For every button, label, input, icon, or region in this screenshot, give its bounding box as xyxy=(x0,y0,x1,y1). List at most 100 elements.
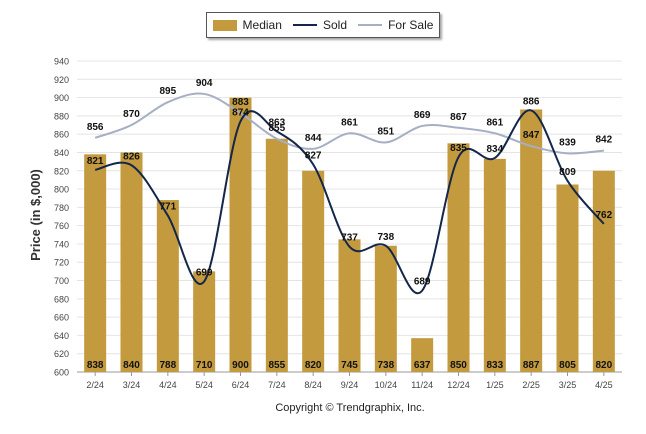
legend-item-median: Median xyxy=(212,18,282,32)
x-tick-label: 9/24 xyxy=(341,380,359,390)
legend-label-for-sale: For Sale xyxy=(388,18,434,32)
y-axis-ticks: 600 620 640 660 680 700 720 740 760 780 800 820 840 8… xyxy=(54,57,69,378)
line-for-sale xyxy=(94,92,604,155)
bar-median-10-24 xyxy=(374,245,397,372)
data-label-sold: 886 xyxy=(523,96,540,107)
legend-swatch-sold xyxy=(292,24,317,26)
data-label-median: 820 xyxy=(305,360,322,371)
legend-item-for-sale: For Sale xyxy=(358,18,433,32)
data-label-for-sale: 895 xyxy=(159,86,176,97)
data-label-for-sale: 842 xyxy=(595,135,612,146)
data-labels: 838 840 788 710 900 855 820 745 738 637 850 833 887 8… xyxy=(87,78,613,371)
data-label-median: 637 xyxy=(414,360,431,371)
legend-swatch-for-sale xyxy=(358,24,383,26)
data-label-for-sale: 855 xyxy=(268,123,285,134)
legend-swatch-median xyxy=(212,19,237,31)
y-tick-label: 940 xyxy=(54,57,69,67)
y-tick-label: 640 xyxy=(54,331,69,341)
data-label-for-sale: 856 xyxy=(87,122,104,133)
data-label-sold: 762 xyxy=(595,210,612,221)
bar-median-7-24 xyxy=(265,138,288,372)
y-tick-label: 740 xyxy=(54,239,69,249)
y-tick-label: 680 xyxy=(54,294,69,304)
y-tick-label: 900 xyxy=(54,93,69,103)
data-label-median: 850 xyxy=(450,360,467,371)
data-label-sold: 834 xyxy=(486,144,503,155)
bar-median-1-25 xyxy=(483,158,506,372)
x-axis-ticks: 2/24 3/24 4/24 5/24 6/24 7/24 8/24 9/24 10/24 11/… xyxy=(86,372,613,390)
data-label-median: 855 xyxy=(268,360,285,371)
data-label-sold: 827 xyxy=(305,150,322,161)
data-label-for-sale: 861 xyxy=(486,117,503,128)
data-label-median: 738 xyxy=(377,360,394,371)
data-label-median: 788 xyxy=(159,360,176,371)
data-label-median: 887 xyxy=(523,360,540,371)
data-label-median: 805 xyxy=(559,360,576,371)
x-tick-label: 6/24 xyxy=(232,380,250,390)
data-label-sold: 863 xyxy=(268,117,285,128)
data-label-for-sale: 867 xyxy=(450,112,467,123)
data-label-median: 838 xyxy=(87,360,104,371)
data-label-for-sale: 851 xyxy=(377,126,394,137)
median-bars xyxy=(84,97,615,373)
bar-median-5-24 xyxy=(193,271,216,372)
legend-label-median: Median xyxy=(242,18,282,32)
bar-median-3-25 xyxy=(556,184,579,372)
y-tick-label: 840 xyxy=(54,148,69,158)
data-label-sold: 737 xyxy=(341,233,358,244)
data-label-sold: 874 xyxy=(232,107,249,118)
data-label-for-sale: 883 xyxy=(232,97,249,108)
data-label-sold: 738 xyxy=(377,232,394,243)
x-tick-label: 4/25 xyxy=(595,380,613,390)
x-tick-label: 5/24 xyxy=(195,380,213,390)
x-tick-label: 2/24 xyxy=(86,380,104,390)
y-axis-label: Price (in $,000) xyxy=(28,169,43,261)
data-label-for-sale: 839 xyxy=(559,137,576,148)
x-tick-label: 11/24 xyxy=(411,380,433,390)
data-label-median: 710 xyxy=(196,360,213,371)
data-label-median: 900 xyxy=(232,360,249,371)
data-label-sold: 689 xyxy=(414,277,431,288)
bar-median-9-24 xyxy=(338,239,361,372)
data-label-for-sale: 869 xyxy=(414,110,431,121)
y-tick-label: 780 xyxy=(54,203,69,213)
bar-median-12-24 xyxy=(447,143,470,372)
copyright-text: Copyright © Trendgraphix, Inc. xyxy=(275,402,425,414)
data-label-for-sale: 904 xyxy=(196,78,213,89)
x-tick-label: 7/24 xyxy=(268,380,286,390)
data-label-median: 820 xyxy=(595,360,612,371)
y-tick-label: 880 xyxy=(54,111,69,121)
legend-label-sold: Sold xyxy=(322,18,347,32)
data-label-sold: 835 xyxy=(450,143,467,154)
y-tick-label: 760 xyxy=(54,221,69,231)
data-label-sold: 821 xyxy=(87,156,104,167)
x-tick-label: 2/25 xyxy=(522,380,540,390)
y-tick-label: 860 xyxy=(54,130,69,140)
bar-median-2-25 xyxy=(520,109,543,373)
y-tick-label: 920 xyxy=(54,75,69,85)
data-label-median: 745 xyxy=(341,360,358,371)
legend: Median Sold For Sale xyxy=(206,12,440,38)
data-label-for-sale: 847 xyxy=(523,130,540,141)
data-label-sold: 826 xyxy=(123,151,140,162)
x-tick-label: 3/25 xyxy=(559,380,577,390)
y-tick-label: 800 xyxy=(54,185,69,195)
data-label-median: 840 xyxy=(123,360,140,371)
bar-median-8-24 xyxy=(302,170,325,372)
bar-median-6-24 xyxy=(229,97,252,373)
data-label-for-sale: 870 xyxy=(123,109,140,120)
data-label-for-sale: 844 xyxy=(305,133,322,144)
series-lines xyxy=(94,92,605,295)
x-tick-label: 4/24 xyxy=(159,380,177,390)
x-tick-label: 1/25 xyxy=(486,380,504,390)
data-label-sold: 771 xyxy=(159,202,176,213)
y-tick-label: 820 xyxy=(54,166,69,176)
data-label-median: 833 xyxy=(486,360,503,371)
x-tick-label: 12/24 xyxy=(447,380,470,390)
line-sold xyxy=(94,109,605,295)
bar-median-3-24 xyxy=(120,152,143,372)
y-tick-label: 600 xyxy=(54,368,69,378)
y-tick-label: 700 xyxy=(54,276,69,286)
bar-median-11-24 xyxy=(411,338,434,372)
y-tick-label: 620 xyxy=(54,349,69,359)
